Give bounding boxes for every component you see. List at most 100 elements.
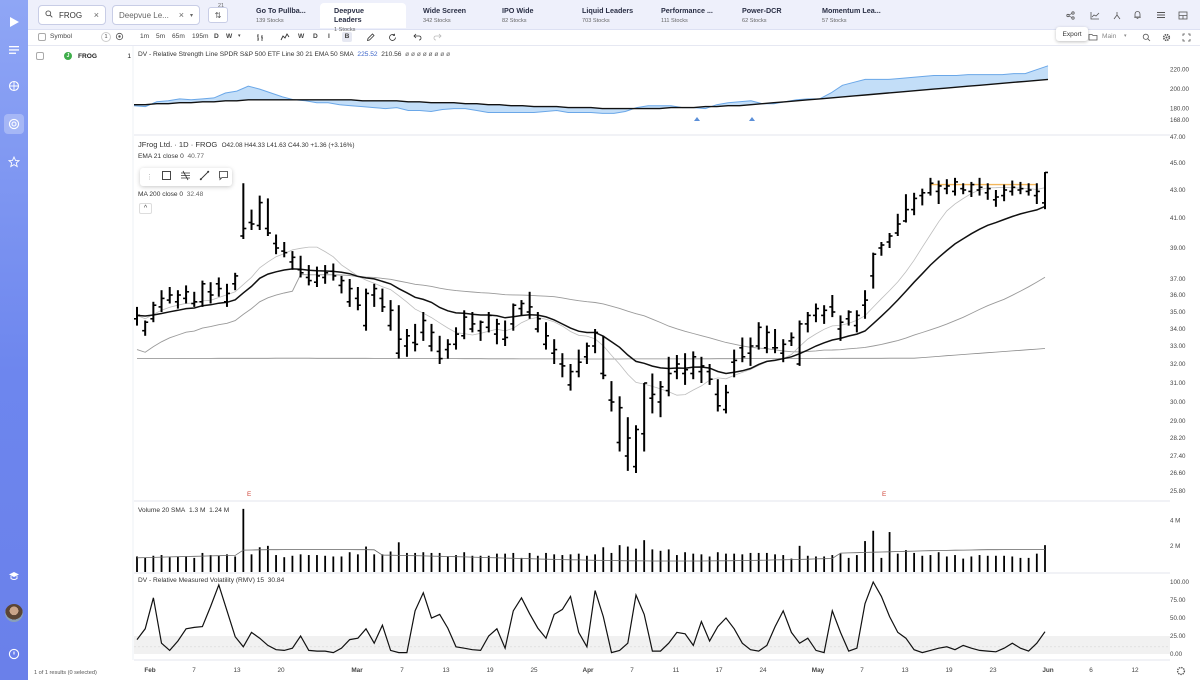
list-tab-1[interactable]: Deepvue Leaders 1 Stocks	[320, 3, 406, 33]
x-axis-tick: 25	[530, 667, 538, 674]
list-view-icon[interactable]	[1154, 8, 1168, 22]
x-axis-tick: 24	[759, 667, 767, 674]
folder-icon[interactable]	[1088, 33, 1098, 43]
comment-tool-icon[interactable]	[218, 170, 229, 184]
collapse-legend-button[interactable]: ^	[139, 203, 152, 214]
list-tab-4[interactable]: Liquid Leaders 703 Stocks	[582, 6, 634, 24]
interval-chevron-icon[interactable]: ▾	[238, 33, 241, 39]
globe-icon[interactable]	[4, 76, 24, 96]
select-all-checkbox[interactable]	[38, 33, 46, 41]
sort-count-badge: 21	[218, 3, 224, 9]
export-tooltip: Export	[1056, 27, 1088, 41]
network-icon[interactable]	[1110, 8, 1124, 22]
list-item[interactable]: J FROG 1	[36, 50, 131, 62]
price-axis-tick: 41.00	[1170, 215, 1186, 222]
fullscreen-icon[interactable]	[1182, 33, 1191, 44]
price-pane-title: JFrog Ltd. · 1D · FROG O42.08 H44.33 L41…	[138, 140, 355, 149]
search-icon	[45, 10, 53, 20]
rs-axis-tick: 180.00	[1170, 106, 1189, 113]
x-axis-tick: 6	[1089, 667, 1093, 674]
rmv-axis-tick: 25.00	[1170, 633, 1186, 640]
target-icon[interactable]	[4, 114, 24, 134]
volume-axis-tick: 2 M	[1170, 543, 1180, 550]
menu-icon[interactable]	[4, 40, 24, 60]
rs-axis-tick: 220.00	[1170, 67, 1189, 74]
x-axis-tick: 12	[1131, 667, 1139, 674]
rs-line	[133, 65, 1049, 114]
chart-toolbar: Symbol 1 1m 5m 65m 195m D W ▾ W D I B Ma…	[28, 30, 1200, 46]
x-axis-tick: 23	[989, 667, 997, 674]
axis-settings-gear-icon[interactable]	[1176, 666, 1186, 676]
pencil-icon[interactable]	[366, 33, 375, 44]
bar-style-icon[interactable]	[256, 33, 265, 44]
symbol-search-box[interactable]: FROG ×	[38, 5, 106, 25]
interval-1m[interactable]: 1m	[140, 33, 150, 40]
clear-icon[interactable]: ×	[93, 10, 99, 20]
toggle-d[interactable]: D	[313, 33, 318, 40]
ema-21-line	[136, 205, 1046, 375]
symbol-count: 1	[127, 52, 131, 60]
row-checkbox[interactable]	[36, 52, 44, 60]
search-chart-icon[interactable]	[1142, 33, 1151, 44]
x-axis-tick: 19	[945, 667, 953, 674]
clear-icon[interactable]: ×	[178, 10, 184, 20]
price-axis-tick: 28.20	[1170, 435, 1186, 442]
refresh-icon[interactable]	[388, 33, 397, 44]
symbol-column-header[interactable]: Symbol	[50, 33, 72, 40]
list-tab-7[interactable]: Momentum Lea... 57 Stocks	[822, 6, 881, 24]
price-axis-tick: 35.00	[1170, 309, 1186, 316]
sma-50-line	[136, 274, 1046, 353]
list-tab-6[interactable]: Power-DCR 62 Stocks	[742, 6, 782, 24]
toggle-b[interactable]: B	[342, 32, 352, 42]
interval-195m[interactable]: 195m	[192, 33, 209, 40]
toggle-i[interactable]: I	[328, 33, 330, 40]
toggle-w[interactable]: W	[298, 33, 305, 40]
fib-tool-icon[interactable]	[180, 170, 191, 184]
rs-pane-label: DV - Relative Strength Line SPDR S&P 500…	[138, 51, 451, 58]
chart-line-icon[interactable]	[1088, 8, 1102, 22]
list-tab-0[interactable]: Go To Pullba... 139 Stocks	[256, 6, 306, 24]
price-axis-tick: 31.00	[1170, 380, 1186, 387]
rs-axis-tick: 168.00	[1170, 117, 1189, 124]
indicators-icon[interactable]	[280, 33, 290, 44]
list-tab-3[interactable]: IPO Wide 82 Stocks	[502, 6, 534, 24]
redo-icon[interactable]	[433, 33, 442, 43]
interval-daily[interactable]: D	[214, 33, 219, 40]
list-tab-2[interactable]: Wide Screen 342 Stocks	[423, 6, 467, 24]
settings-gear-icon[interactable]	[1162, 33, 1171, 44]
sort-button[interactable]: ⇅	[208, 7, 228, 23]
search-input[interactable]: FROG	[59, 10, 83, 20]
x-axis-tick: 20	[277, 667, 285, 674]
x-axis-tick: 7	[860, 667, 864, 674]
play-logo-icon[interactable]	[4, 12, 24, 32]
drag-handle-icon[interactable]: ⋮	[146, 174, 153, 181]
list-tab-5[interactable]: Performance ... 111 Stocks	[661, 6, 713, 24]
results-status: 1 of 1 results (0 selected)	[34, 670, 97, 676]
star-icon[interactable]	[4, 152, 24, 172]
rectangle-tool-icon[interactable]	[161, 170, 172, 184]
graduation-cap-icon[interactable]	[4, 566, 24, 586]
layout-grid-icon[interactable]	[1176, 8, 1190, 22]
column-settings-icon[interactable]	[115, 32, 124, 43]
x-axis-tick: 7	[400, 667, 404, 674]
interval-5m[interactable]: 5m	[156, 33, 166, 40]
x-axis-tick: 7	[192, 667, 196, 674]
watchlist-select[interactable]: Deepvue Le... × ▾	[112, 5, 200, 25]
interval-weekly[interactable]: W	[226, 33, 233, 40]
user-avatar[interactable]	[5, 604, 23, 622]
layout-chevron-icon[interactable]: ▾	[1124, 33, 1127, 39]
chevron-down-icon[interactable]: ▾	[189, 12, 193, 19]
x-axis-tick: 13	[901, 667, 909, 674]
share-icon[interactable]	[1063, 8, 1077, 22]
interval-65m[interactable]: 65m	[172, 33, 185, 40]
left-rail	[0, 0, 28, 680]
logout-icon[interactable]	[4, 644, 24, 664]
rs-marker-1	[694, 117, 700, 121]
bell-icon[interactable]	[1130, 8, 1144, 22]
layout-name[interactable]: Main	[1102, 33, 1117, 40]
price-axis-tick: 45.00	[1170, 160, 1186, 167]
x-axis-tick: Mar	[351, 667, 363, 674]
drawing-toolbox[interactable]: ⋮	[140, 168, 232, 186]
trendline-tool-icon[interactable]	[199, 170, 210, 184]
undo-icon[interactable]	[413, 33, 422, 43]
